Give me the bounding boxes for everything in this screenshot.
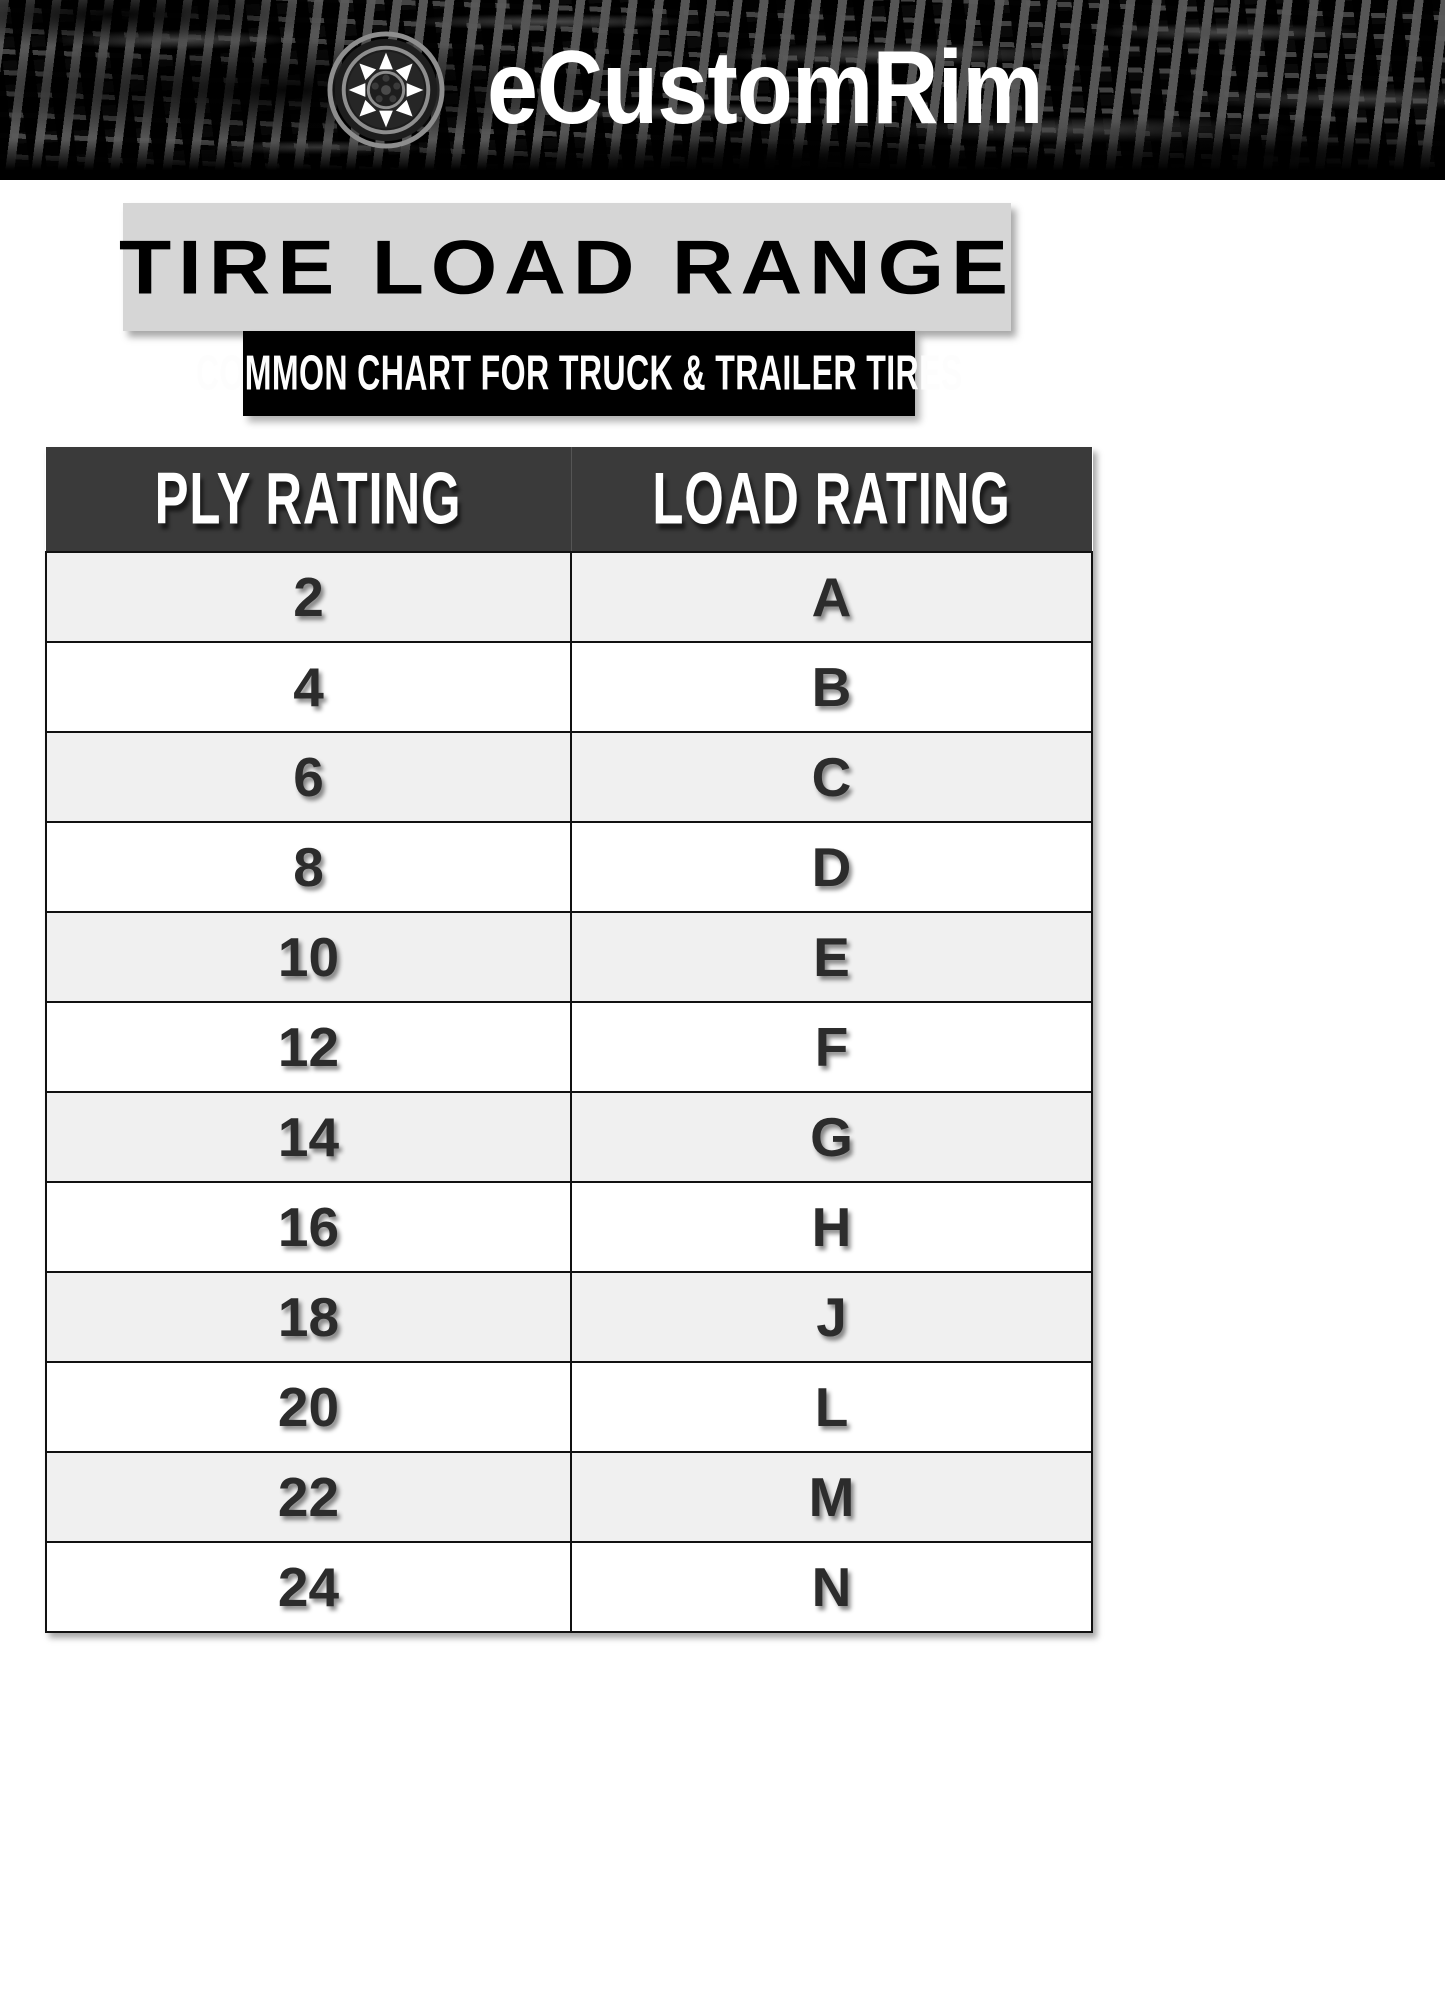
column-header-ply-rating-label: PLY RATING (154, 458, 462, 540)
column-header-load-rating-label: LOAD RATING (652, 458, 1011, 540)
cell-load-rating: D (570, 821, 1093, 913)
cell-ply-rating: 2 (45, 551, 572, 643)
site-header-band: eCustomRim (0, 0, 1445, 180)
table-row: 24 N (45, 1541, 1093, 1633)
cell-ply-rating: 20 (45, 1361, 572, 1453)
table-row: 22 M (45, 1451, 1093, 1543)
title-banner: TIRE LOAD RANGE (119, 203, 1011, 331)
column-header-ply-rating: PLY RATING (46, 447, 571, 552)
cell-load-rating: H (570, 1181, 1093, 1273)
cell-load-rating: L (570, 1361, 1093, 1453)
cell-ply-rating: 16 (45, 1181, 572, 1273)
cell-load-rating: E (570, 911, 1093, 1003)
cell-load-rating: F (570, 1001, 1093, 1093)
cell-ply-rating: 12 (45, 1001, 572, 1093)
cell-load-rating: C (570, 731, 1093, 823)
table-row: 12 F (45, 1001, 1093, 1093)
cell-ply-rating: 10 (45, 911, 572, 1003)
cell-load-rating: B (570, 641, 1093, 733)
cell-load-rating: J (570, 1271, 1093, 1363)
table-row: 10 E (45, 911, 1093, 1003)
cell-ply-rating: 22 (45, 1451, 572, 1543)
table-header: PLY RATING LOAD RATING (46, 447, 1092, 552)
page-title: TIRE LOAD RANGE (119, 224, 1015, 310)
table-header-row: PLY RATING LOAD RATING (46, 447, 1092, 552)
subtitle-bar: COMMON CHART FOR TRUCK & TRAILER TIRES (196, 331, 962, 416)
page-subtitle: COMMON CHART FOR TRUCK & TRAILER TIRES (195, 345, 963, 401)
header-bottom-fade (0, 140, 1445, 180)
table-row: 14 G (45, 1091, 1093, 1183)
brand-name: eCustomRim (486, 30, 1044, 146)
cell-ply-rating: 6 (45, 731, 572, 823)
wheel-rim-icon (327, 31, 445, 149)
cell-ply-rating: 4 (45, 641, 572, 733)
cell-load-rating: G (570, 1091, 1093, 1183)
cell-ply-rating: 24 (45, 1541, 572, 1633)
cell-ply-rating: 8 (45, 821, 572, 913)
column-header-load-rating: LOAD RATING (570, 447, 1092, 552)
cell-load-rating: A (570, 551, 1093, 643)
table-row: 16 H (45, 1181, 1093, 1273)
cell-ply-rating: 14 (45, 1091, 572, 1183)
cell-load-rating: N (570, 1541, 1093, 1633)
table-row: 20 L (45, 1361, 1093, 1453)
tire-load-range-table: PLY RATING LOAD RATING 2 A 4 B 6 C 8 D 10 E 12 F 14 G… (45, 447, 1093, 1633)
cell-ply-rating: 18 (45, 1271, 572, 1363)
cell-load-rating: M (570, 1451, 1093, 1543)
table-body: 2 A 4 B 6 C 8 D 10 E 12 F 14 G 16 H 18 J 20 L 22 M 24 N (45, 551, 1093, 1633)
brand-lockup: eCustomRim (0, 0, 1445, 180)
table-row: 18 J (45, 1271, 1093, 1363)
